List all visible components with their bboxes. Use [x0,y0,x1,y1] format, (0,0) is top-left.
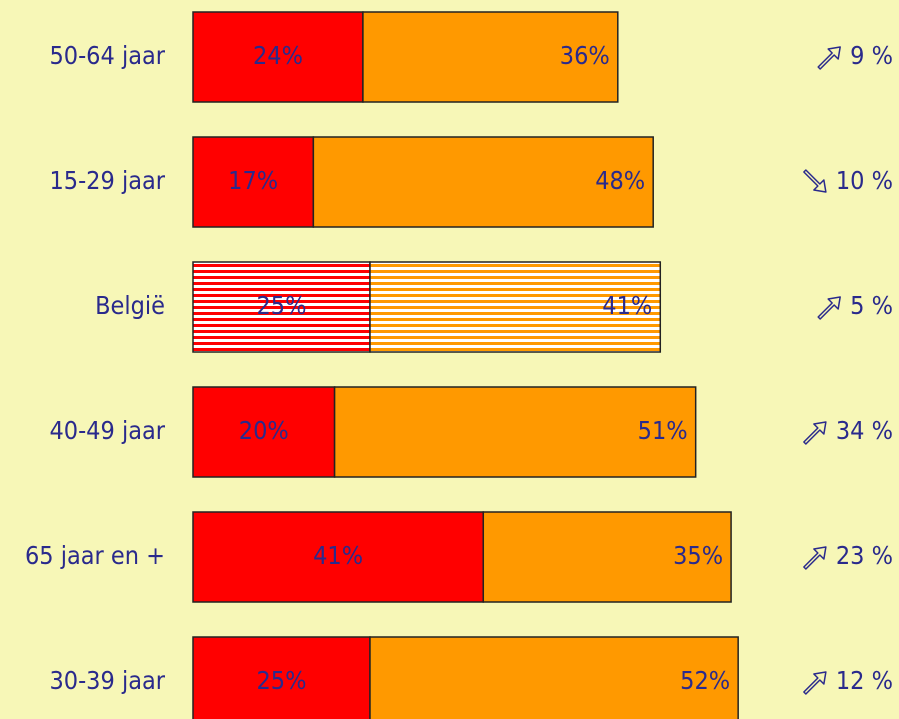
bar-segment [362,11,619,103]
category-label: 30-39 jaar [49,666,165,695]
value-label: 25% [257,666,307,695]
value-label: 41% [313,541,363,570]
value-label: 41% [602,291,652,320]
change-arrow [803,546,827,570]
category-label: 15-29 jaar [49,166,165,195]
value-label: 36% [560,41,610,70]
bar-segment [333,386,697,478]
value-label: 51% [638,416,688,445]
bar-segment [192,636,371,719]
value-label: 35% [673,541,723,570]
bar-segment [192,11,364,103]
change-arrow [817,46,841,70]
bar-segment [192,136,315,228]
change-label: 5 % [850,291,893,320]
value-label: 52% [680,666,730,695]
change-arrow [803,421,827,445]
bar-segment [192,386,336,478]
value-label: 24% [253,41,303,70]
value-label: 20% [239,416,289,445]
change-label: 34 % [836,416,893,445]
bar-segment [369,261,662,353]
category-label: 50-64 jaar [49,41,165,70]
change-label: 23 % [836,541,893,570]
value-label: 17% [228,166,278,195]
bar-segment [369,636,739,719]
value-label: 48% [595,166,645,195]
bar-segment [192,511,485,603]
change-label: 10 % [836,166,893,195]
category-label: 40-49 jaar [49,416,165,445]
change-arrow [817,296,841,320]
change-arrow [803,671,827,695]
value-label: 25% [257,291,307,320]
change-label: 12 % [836,666,893,695]
category-label: 65 jaar en + [25,541,165,570]
change-arrow [803,169,827,193]
bar-segment [312,136,654,228]
bar-segment [482,511,732,603]
category-label: België [95,291,165,320]
change-label: 9 % [850,41,893,70]
